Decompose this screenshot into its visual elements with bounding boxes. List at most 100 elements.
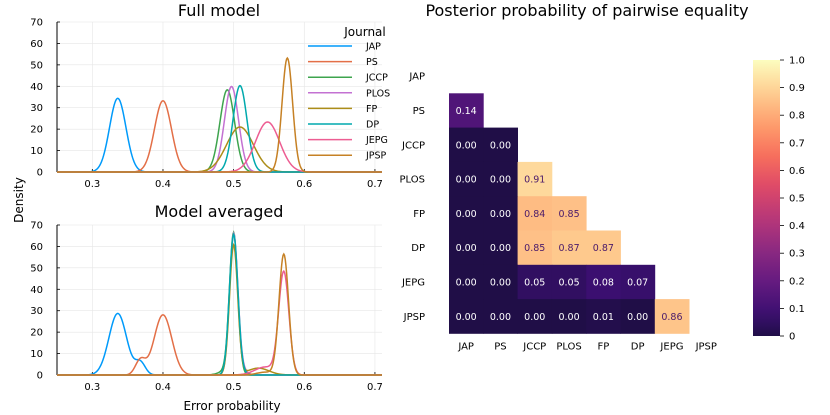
full-model-tick-labels: 0.3 0.4 0.5 0.6 0.7 0 10 20 30 40 50 60 70 <box>30 18 383 191</box>
y-tick-label: 70 <box>30 18 43 29</box>
column-label-fp: FP <box>597 341 609 352</box>
heatmap-cell-label: 0.00 <box>627 312 648 323</box>
y-tick-label: 60 <box>30 39 43 50</box>
density-line-jap <box>57 312 382 376</box>
heatmap-cell <box>449 196 484 231</box>
heatmap-cell <box>483 264 518 300</box>
pairwise-equality-heatmap: Posterior probability of pairwise equali… <box>400 1 749 352</box>
heatmap-cell <box>654 299 690 334</box>
heatmap-cell <box>620 264 656 300</box>
column-label-ps: PS <box>494 341 506 352</box>
y-tick-label: 50 <box>30 60 43 71</box>
legend-title: Journal <box>343 25 386 39</box>
density-line-jap <box>57 97 382 173</box>
heatmap-cell <box>449 161 484 197</box>
heatmap-cell <box>551 196 587 231</box>
colorbar-tick-label: 0.3 <box>789 249 805 260</box>
y-tick-label: 10 <box>30 349 43 360</box>
heatmap-cell-label: 0.00 <box>490 140 511 151</box>
x-tick-label: 0.4 <box>155 382 171 393</box>
density-line-fp <box>57 242 382 376</box>
heatmap-cell <box>586 230 621 266</box>
heatmap-row-labels: JAP PS JCCP PLOS FP DP JEPG JPSP <box>400 72 425 323</box>
x-tick-label: 0.5 <box>226 179 242 190</box>
y-tick-label: 70 <box>30 221 43 232</box>
density-line-jepg <box>57 269 382 376</box>
heatmap-cell <box>517 299 553 334</box>
full-model-density-lines <box>57 56 382 173</box>
heatmap-cell-label: 0.00 <box>524 312 545 323</box>
heatmap-cell-label: 0.86 <box>661 312 682 323</box>
heatmap-cell-label: 0.00 <box>456 243 477 254</box>
heatmap-cell <box>586 264 621 300</box>
heatmap-cell <box>483 127 518 163</box>
heatmap-cell-label: 0.85 <box>524 243 545 254</box>
legend-label-jccp: JCCP <box>365 73 388 84</box>
legend-label-dp: DP <box>366 120 379 131</box>
colorbar-tick-label: 0.7 <box>789 138 805 149</box>
row-label-plos: PLOS <box>400 175 425 186</box>
y-tick-label: 30 <box>30 306 43 317</box>
density-line-jpsp <box>57 56 382 173</box>
heatmap-cell <box>449 264 484 300</box>
column-label-dp: DP <box>631 341 645 352</box>
colorbar-tick-label: 0 <box>789 332 795 343</box>
colorbar-tick-label: 0.6 <box>789 166 805 177</box>
model-averaged-panel: Model averaged 0.3 0.4 0.5 0.6 0.7 0 10 20 30 40 5… <box>30 202 383 413</box>
column-label-jccp: JCCP <box>522 341 546 352</box>
colorbar-tick-label: 0.9 <box>789 83 805 94</box>
heatmap-cell <box>483 230 518 266</box>
heatmap-cell-label: 0.05 <box>524 277 545 288</box>
heatmap-cell <box>517 264 553 300</box>
heatmap-cell-label: 0.00 <box>456 277 477 288</box>
heatmap-cells: 0.14 0.00 0.00 0.00 0.00 0.91 0.00 0.00 0.84 0.85… <box>449 93 690 334</box>
heatmap-cell-label: 0.84 <box>524 209 545 220</box>
y-tick-label: 40 <box>30 285 43 296</box>
x-tick-label: 0.7 <box>367 382 383 393</box>
x-tick-label: 0.5 <box>226 382 242 393</box>
colorbar: 0 0.1 0.2 0.3 0.4 0.5 0.6 0.7 0.8 0.9 1.0 <box>753 56 805 343</box>
colorbar-tick-label: 0.5 <box>789 194 805 205</box>
x-tick-label: 0.7 <box>367 179 383 190</box>
y-tick-label: 10 <box>30 146 43 157</box>
heatmap-cell-label: 0.08 <box>593 277 614 288</box>
density-line-jccp <box>57 88 382 173</box>
journal-legend: Journal JAP PS JCCP PLOS FP DP JEPG JPSP <box>308 25 390 162</box>
heatmap-cell-label: 0.00 <box>490 175 511 186</box>
y-tick-label: 40 <box>30 82 43 93</box>
heatmap-cell-label: 0.00 <box>456 209 477 220</box>
heatmap-cell <box>551 230 587 266</box>
y-tick-label: 50 <box>30 263 43 274</box>
heatmap-cell-label: 0.00 <box>490 243 511 254</box>
heatmap-cell-label: 0.07 <box>627 277 648 288</box>
heatmap-cell-label: 0.01 <box>593 312 614 323</box>
y-tick-label: 0 <box>37 168 43 179</box>
heatmap-cell <box>449 299 484 334</box>
y-tick-label: 60 <box>30 242 43 253</box>
row-label-jccp: JCCP <box>401 140 425 151</box>
heatmap-cell <box>449 127 484 163</box>
heatmap-column-labels: JAP PS JCCP PLOS FP DP JEPG JPSP <box>457 341 717 352</box>
colorbar-tick-label: 0.4 <box>789 221 805 232</box>
heatmap-cell-label: 0.91 <box>524 175 545 186</box>
column-label-jap: JAP <box>457 341 474 352</box>
x-tick-label: 0.6 <box>296 382 312 393</box>
heatmap-cell-label: 0.00 <box>558 312 579 323</box>
column-label-jepg: JEPG <box>659 341 683 352</box>
legend-label-jpsp: JPSP <box>365 151 387 162</box>
heatmap-cell-label: 0.00 <box>456 312 477 323</box>
heatmap-cell <box>483 196 518 231</box>
heatmap-cell-label: 0.87 <box>558 243 579 254</box>
column-label-jpsp: JPSP <box>695 341 717 352</box>
heatmap-cell-label: 0.00 <box>490 277 511 288</box>
heatmap-cell-label: 0.00 <box>456 140 477 151</box>
heatmap-cell-label: 0.00 <box>490 312 511 323</box>
x-tick-label: 0.4 <box>155 179 171 190</box>
density-line-ps <box>57 99 382 173</box>
y-tick-label: 20 <box>30 328 43 339</box>
legend-label-jap: JAP <box>365 42 381 53</box>
x-tick-label: 0.6 <box>296 179 312 190</box>
model-averaged-grid <box>57 224 382 376</box>
colorbar-tick-label: 0.8 <box>789 111 805 122</box>
y-tick-label: 20 <box>30 125 43 136</box>
